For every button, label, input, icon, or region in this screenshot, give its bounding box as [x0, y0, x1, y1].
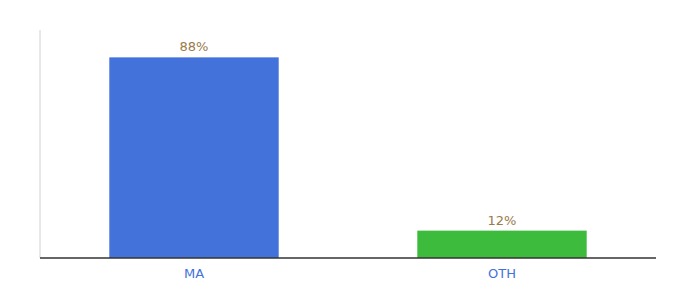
chart-container: 88% 12% MA OTH: [0, 0, 680, 300]
data-label: 88%: [180, 39, 209, 54]
bar: [109, 57, 278, 258]
data-label: 12%: [488, 213, 517, 228]
x-tick-label: OTH: [488, 266, 516, 281]
x-tick-label: MA: [184, 266, 204, 281]
x-axis-line: [40, 257, 656, 259]
chart-svg: 88% 12% MA OTH: [0, 0, 680, 300]
y-axis-line: [40, 30, 41, 258]
bar: [417, 231, 586, 258]
bars: [109, 57, 586, 258]
